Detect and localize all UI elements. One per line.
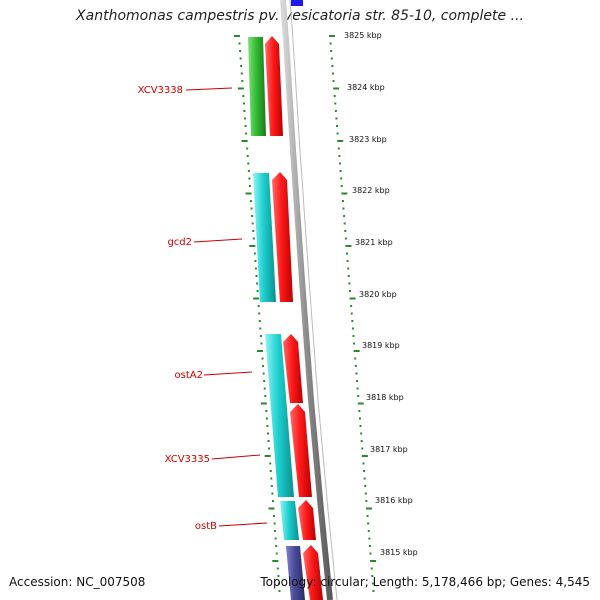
- genome-backbone-edge: [289, 0, 338, 600]
- red-arrow-1[interactable]: [265, 36, 283, 136]
- tick-label: 3825 kbp: [344, 31, 382, 40]
- topology-summary: Topology: circular; Length: 5,178,466 bp…: [260, 575, 590, 589]
- leader-ostb: [218, 522, 268, 527]
- gene-gcd2-feature[interactable]: [253, 173, 276, 302]
- tick-label: 3823 kbp: [349, 135, 387, 144]
- genome-backbone: [280, 0, 333, 600]
- gene-label-xcv3338[interactable]: XCV3338: [138, 85, 183, 96]
- leader-osta2: [203, 371, 253, 376]
- gene-xcv3338-feature[interactable]: [248, 37, 266, 136]
- position-marker: [291, 0, 303, 6]
- tick-label: 3824 kbp: [347, 83, 385, 92]
- tick-label: 3821 kbp: [355, 238, 393, 247]
- accession-text: Accession: NC_007508: [9, 575, 146, 589]
- tick-label: 3819 kbp: [362, 341, 400, 350]
- outer-scale: [329, 35, 377, 592]
- red-arrow-5[interactable]: [298, 500, 316, 540]
- tick-label: 3817 kbp: [370, 445, 408, 454]
- red-arrow-2[interactable]: [272, 172, 293, 302]
- tick-label: 3815 kbp: [380, 548, 418, 557]
- gene-label-gcd2[interactable]: gcd2: [167, 237, 192, 248]
- tick-label: 3820 kbp: [359, 290, 397, 299]
- gene-purple-feature[interactable]: [286, 546, 305, 600]
- leader-xcv3338: [185, 87, 233, 91]
- map-title: Xanthomonas campestris pv. vesicatoria s…: [76, 8, 524, 24]
- gene-label-osta2[interactable]: ostA2: [175, 370, 203, 381]
- inner-scale: [234, 35, 281, 592]
- tick-label: 3818 kbp: [366, 393, 404, 402]
- gene-label-ostb[interactable]: ostB: [195, 521, 217, 532]
- tick-label: 3822 kbp: [352, 186, 390, 195]
- gene-ostb-feature[interactable]: [280, 501, 299, 540]
- red-arrow-3[interactable]: [283, 334, 303, 403]
- gene-osta2-feature[interactable]: [265, 334, 294, 497]
- leader-xcv3335: [211, 454, 261, 460]
- tick-label: 3816 kbp: [375, 496, 413, 505]
- leader-gcd2: [193, 238, 243, 243]
- gene-label-xcv3335[interactable]: XCV3335: [165, 454, 210, 465]
- red-arrow-6[interactable]: [303, 545, 323, 600]
- red-arrow-4[interactable]: [290, 404, 312, 497]
